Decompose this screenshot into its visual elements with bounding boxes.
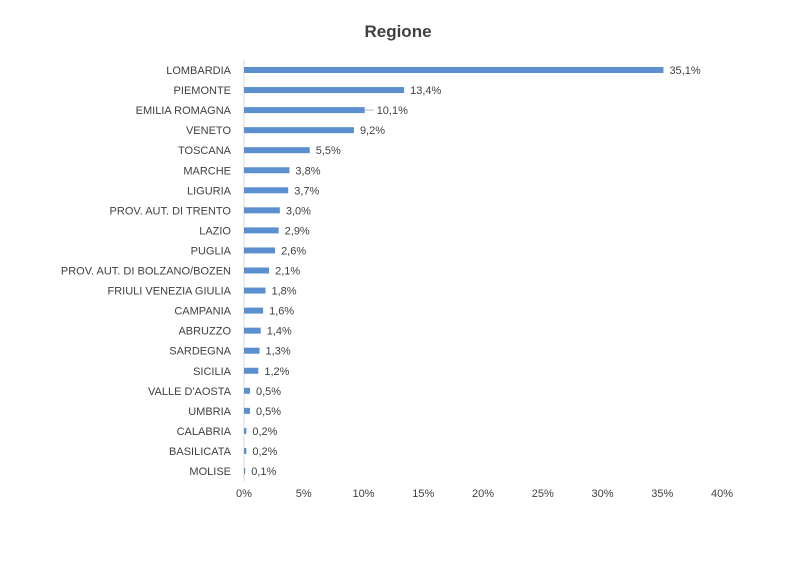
value-label: 1,3% (266, 346, 291, 358)
value-label: 2,9% (285, 225, 310, 237)
bar (244, 207, 280, 214)
category-label: UMBRIA (188, 406, 231, 418)
value-label: 10,1% (377, 105, 408, 117)
category-label: BASILICATA (169, 446, 232, 458)
x-tick-label: 15% (412, 488, 434, 500)
value-label: 3,7% (294, 185, 319, 197)
category-label: LOMBARDIA (166, 65, 231, 77)
bar (244, 427, 247, 434)
category-label: LAZIO (199, 225, 231, 237)
category-label: VENETO (186, 125, 231, 137)
value-label: 35,1% (669, 65, 700, 77)
bar (244, 67, 664, 73)
value-label: 9,2% (360, 125, 385, 137)
value-label: 2,6% (281, 245, 306, 257)
bar (244, 407, 250, 414)
value-label: 1,2% (264, 366, 289, 378)
category-label: PROV. AUT. DI BOLZANO/BOZEN (61, 266, 231, 278)
x-tick-label: 0% (236, 488, 252, 500)
category-label: VALLE D'AOSTA (148, 386, 232, 398)
value-label: 2,1% (275, 266, 300, 278)
bar (244, 247, 276, 254)
x-tick-label: 40% (711, 488, 733, 500)
bar (244, 87, 405, 94)
x-tick-label: 10% (352, 488, 374, 500)
category-label: SARDEGNA (169, 346, 231, 358)
value-label: 0,2% (252, 426, 277, 438)
value-label: 1,6% (269, 306, 294, 318)
bar (244, 447, 247, 454)
category-label: ABRUZZO (178, 326, 231, 338)
category-label: PUGLIA (191, 245, 232, 257)
bar (244, 267, 270, 274)
category-label: CALABRIA (177, 426, 232, 438)
bar (244, 147, 310, 154)
value-label: 0,5% (256, 406, 281, 418)
category-label: TOSCANA (178, 145, 232, 157)
bar (244, 468, 246, 474)
bar (244, 387, 250, 394)
value-label: 3,0% (286, 205, 311, 217)
category-label: CAMPANIA (174, 306, 231, 318)
x-tick-label: 5% (296, 488, 312, 500)
value-label: 1,4% (267, 326, 292, 338)
category-label: MOLISE (189, 466, 231, 478)
value-label: 1,8% (272, 286, 297, 298)
value-label: 0,2% (252, 446, 277, 458)
x-tick-label: 25% (532, 488, 554, 500)
bar (244, 167, 290, 174)
value-label: 0,5% (256, 386, 281, 398)
bar (244, 327, 261, 334)
bar (244, 107, 365, 114)
category-label: FRIULI VENEZIA GIULIA (108, 286, 232, 298)
value-label: 13,4% (410, 85, 441, 97)
bar (244, 227, 279, 234)
bar (244, 127, 354, 134)
category-label: MARCHE (183, 165, 231, 177)
bar (244, 187, 289, 194)
value-label: 5,5% (316, 145, 341, 157)
value-label: 3,8% (295, 165, 320, 177)
category-label: SICILIA (193, 366, 232, 378)
bar (244, 347, 260, 354)
category-label: PIEMONTE (174, 85, 231, 97)
x-tick-label: 30% (591, 488, 613, 500)
plot-area: LOMBARDIA 35,1% PIEMONTE 13,4% EMILIA ROMAGN… (61, 60, 733, 500)
category-label: PROV. AUT. DI TRENTO (110, 205, 232, 217)
x-tick-label: 20% (472, 488, 494, 500)
bar (244, 367, 259, 374)
x-tick-label: 35% (651, 488, 673, 500)
bar (244, 287, 266, 294)
bar (244, 307, 264, 314)
category-label: EMILIA ROMAGNA (136, 105, 232, 117)
category-label: LIGURIA (187, 185, 232, 197)
value-label: 0,1% (251, 466, 276, 478)
chart-title: Regione (364, 22, 431, 41)
